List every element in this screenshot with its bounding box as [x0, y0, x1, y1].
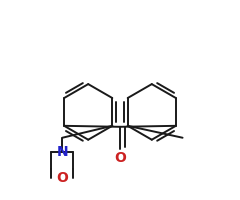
Text: O: O: [56, 171, 68, 185]
Text: N: N: [57, 145, 68, 159]
Text: O: O: [114, 151, 126, 165]
